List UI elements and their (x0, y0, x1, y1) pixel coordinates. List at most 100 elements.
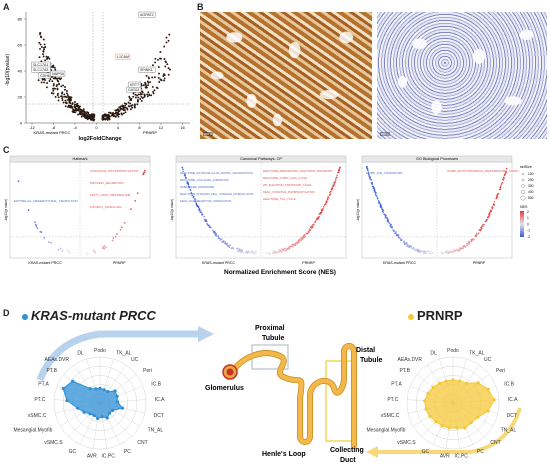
gsea-point (217, 237, 220, 239)
volcano-point (40, 81, 43, 84)
volcano-point (159, 78, 162, 81)
gsea-point (224, 242, 227, 244)
gsea-point (488, 215, 490, 218)
gsea-point (246, 252, 248, 254)
gsea-point (336, 174, 338, 177)
volcano-point (132, 95, 135, 98)
gsea-point (318, 213, 321, 216)
gsea-point (232, 246, 234, 249)
volcano-point (63, 93, 66, 96)
gsea-point (456, 248, 458, 251)
label-proximal-tubule-1: Proximal (255, 325, 285, 332)
volcano-point (139, 98, 142, 100)
scale-bar-left: 200 µ (203, 132, 213, 136)
legend-dot-right (408, 313, 414, 320)
gene-label: NAPSA (52, 72, 65, 76)
volcano-point (165, 61, 167, 64)
volcano-point (52, 77, 55, 80)
volcano-point (103, 113, 106, 116)
volcano-point (73, 103, 76, 106)
volcano-point (39, 47, 41, 50)
radar-axis-label: CNT (490, 440, 500, 446)
gene-label-box (115, 53, 131, 60)
gsea-point (36, 227, 39, 229)
volcano-point (159, 57, 162, 60)
gsea-point (483, 223, 485, 226)
gsea-point (503, 174, 506, 176)
volcano-point (57, 83, 60, 86)
volcano-ytick-label: 20 (18, 95, 23, 100)
gsea-point (240, 249, 243, 252)
gsea-point (419, 250, 421, 253)
gsea-point (34, 221, 36, 223)
gsea-point (196, 205, 199, 207)
volcano-point (116, 112, 119, 115)
gsea-left-group: KRAS-mutant PRCC (202, 261, 236, 265)
gsea-point (383, 213, 385, 215)
volcano-xtick-label: 0 (95, 125, 98, 130)
gsea-point (57, 248, 60, 251)
gsea-point (325, 203, 327, 206)
gsea-point (424, 250, 427, 253)
gsea-point (499, 188, 501, 191)
gsea-point (295, 244, 297, 246)
radar-axis-label: Podo (94, 348, 106, 354)
gsea-point (308, 231, 310, 233)
label-henles-loop: Henle's Loop (262, 451, 306, 458)
volcano-point (153, 89, 156, 92)
gsea-point (373, 186, 375, 189)
volcano-point (44, 46, 47, 48)
gsea-point (417, 249, 419, 252)
gsea-point (442, 251, 444, 253)
radar-axis-label: PT.B (46, 368, 57, 374)
gsea-point (377, 197, 379, 200)
label-collecting-duct-2: Duct (340, 457, 356, 464)
volcano-point (57, 99, 60, 102)
radar-axis-label: AVR (440, 453, 450, 459)
gsea-legend-size-dot (520, 189, 526, 195)
volcano-point (129, 102, 132, 105)
gsea-point (393, 230, 396, 232)
volcano-point (137, 100, 139, 103)
gsea-point (480, 226, 483, 228)
volcano-point (110, 114, 113, 117)
volcano-point (103, 115, 106, 118)
radar-axis-label: Mesangial.Myofib (13, 428, 52, 434)
radar-point (92, 413, 96, 417)
gene-label: KRT7 (130, 83, 139, 87)
gsea-point (382, 209, 384, 211)
gsea-legend-nes-label: 0 (527, 222, 529, 226)
gsea-point (123, 222, 126, 224)
volcano-point (116, 114, 119, 117)
gsea-point (388, 222, 390, 224)
radar-axis-label: GC (69, 449, 77, 455)
radar-point (61, 386, 65, 391)
radar-axis-label: AEAs.DVR (45, 357, 70, 363)
gsea-label-down: REACTOME_COLLAGEN_FORMATION (180, 178, 229, 182)
gsea-legend-size-label: 100 (528, 172, 534, 176)
gsea-point (503, 177, 505, 179)
gsea-point (239, 250, 242, 253)
volcano-point (137, 93, 140, 96)
radar-axis-label: DL (77, 350, 84, 356)
volcano-point (42, 38, 45, 41)
volcano-point (62, 101, 65, 104)
volcano-point (132, 92, 135, 95)
radar-point (423, 399, 427, 403)
volcano-point (39, 33, 41, 36)
gsea-point (428, 250, 430, 253)
volcano-point (65, 92, 68, 95)
gsea-point (414, 249, 417, 251)
gsea-point (369, 176, 371, 179)
volcano-xtick-label: -4 (73, 125, 77, 130)
gsea-point (413, 248, 415, 250)
tubule-fill (229, 343, 357, 449)
radar-point (434, 419, 438, 424)
gsea-point (292, 243, 294, 245)
volcano-point (38, 56, 41, 59)
gsea-panel-canonical: Canonical Pathways: CP REACTOME_RESPIRATO… (170, 155, 347, 265)
gsea-point (291, 246, 294, 248)
volcano-point (46, 82, 49, 84)
panel-d-graphics: Podo TK_ALUCPeriIC.BIC.ADCTTN_ALCNTPCIC.P… (13, 325, 522, 464)
volcano-point (123, 106, 126, 109)
